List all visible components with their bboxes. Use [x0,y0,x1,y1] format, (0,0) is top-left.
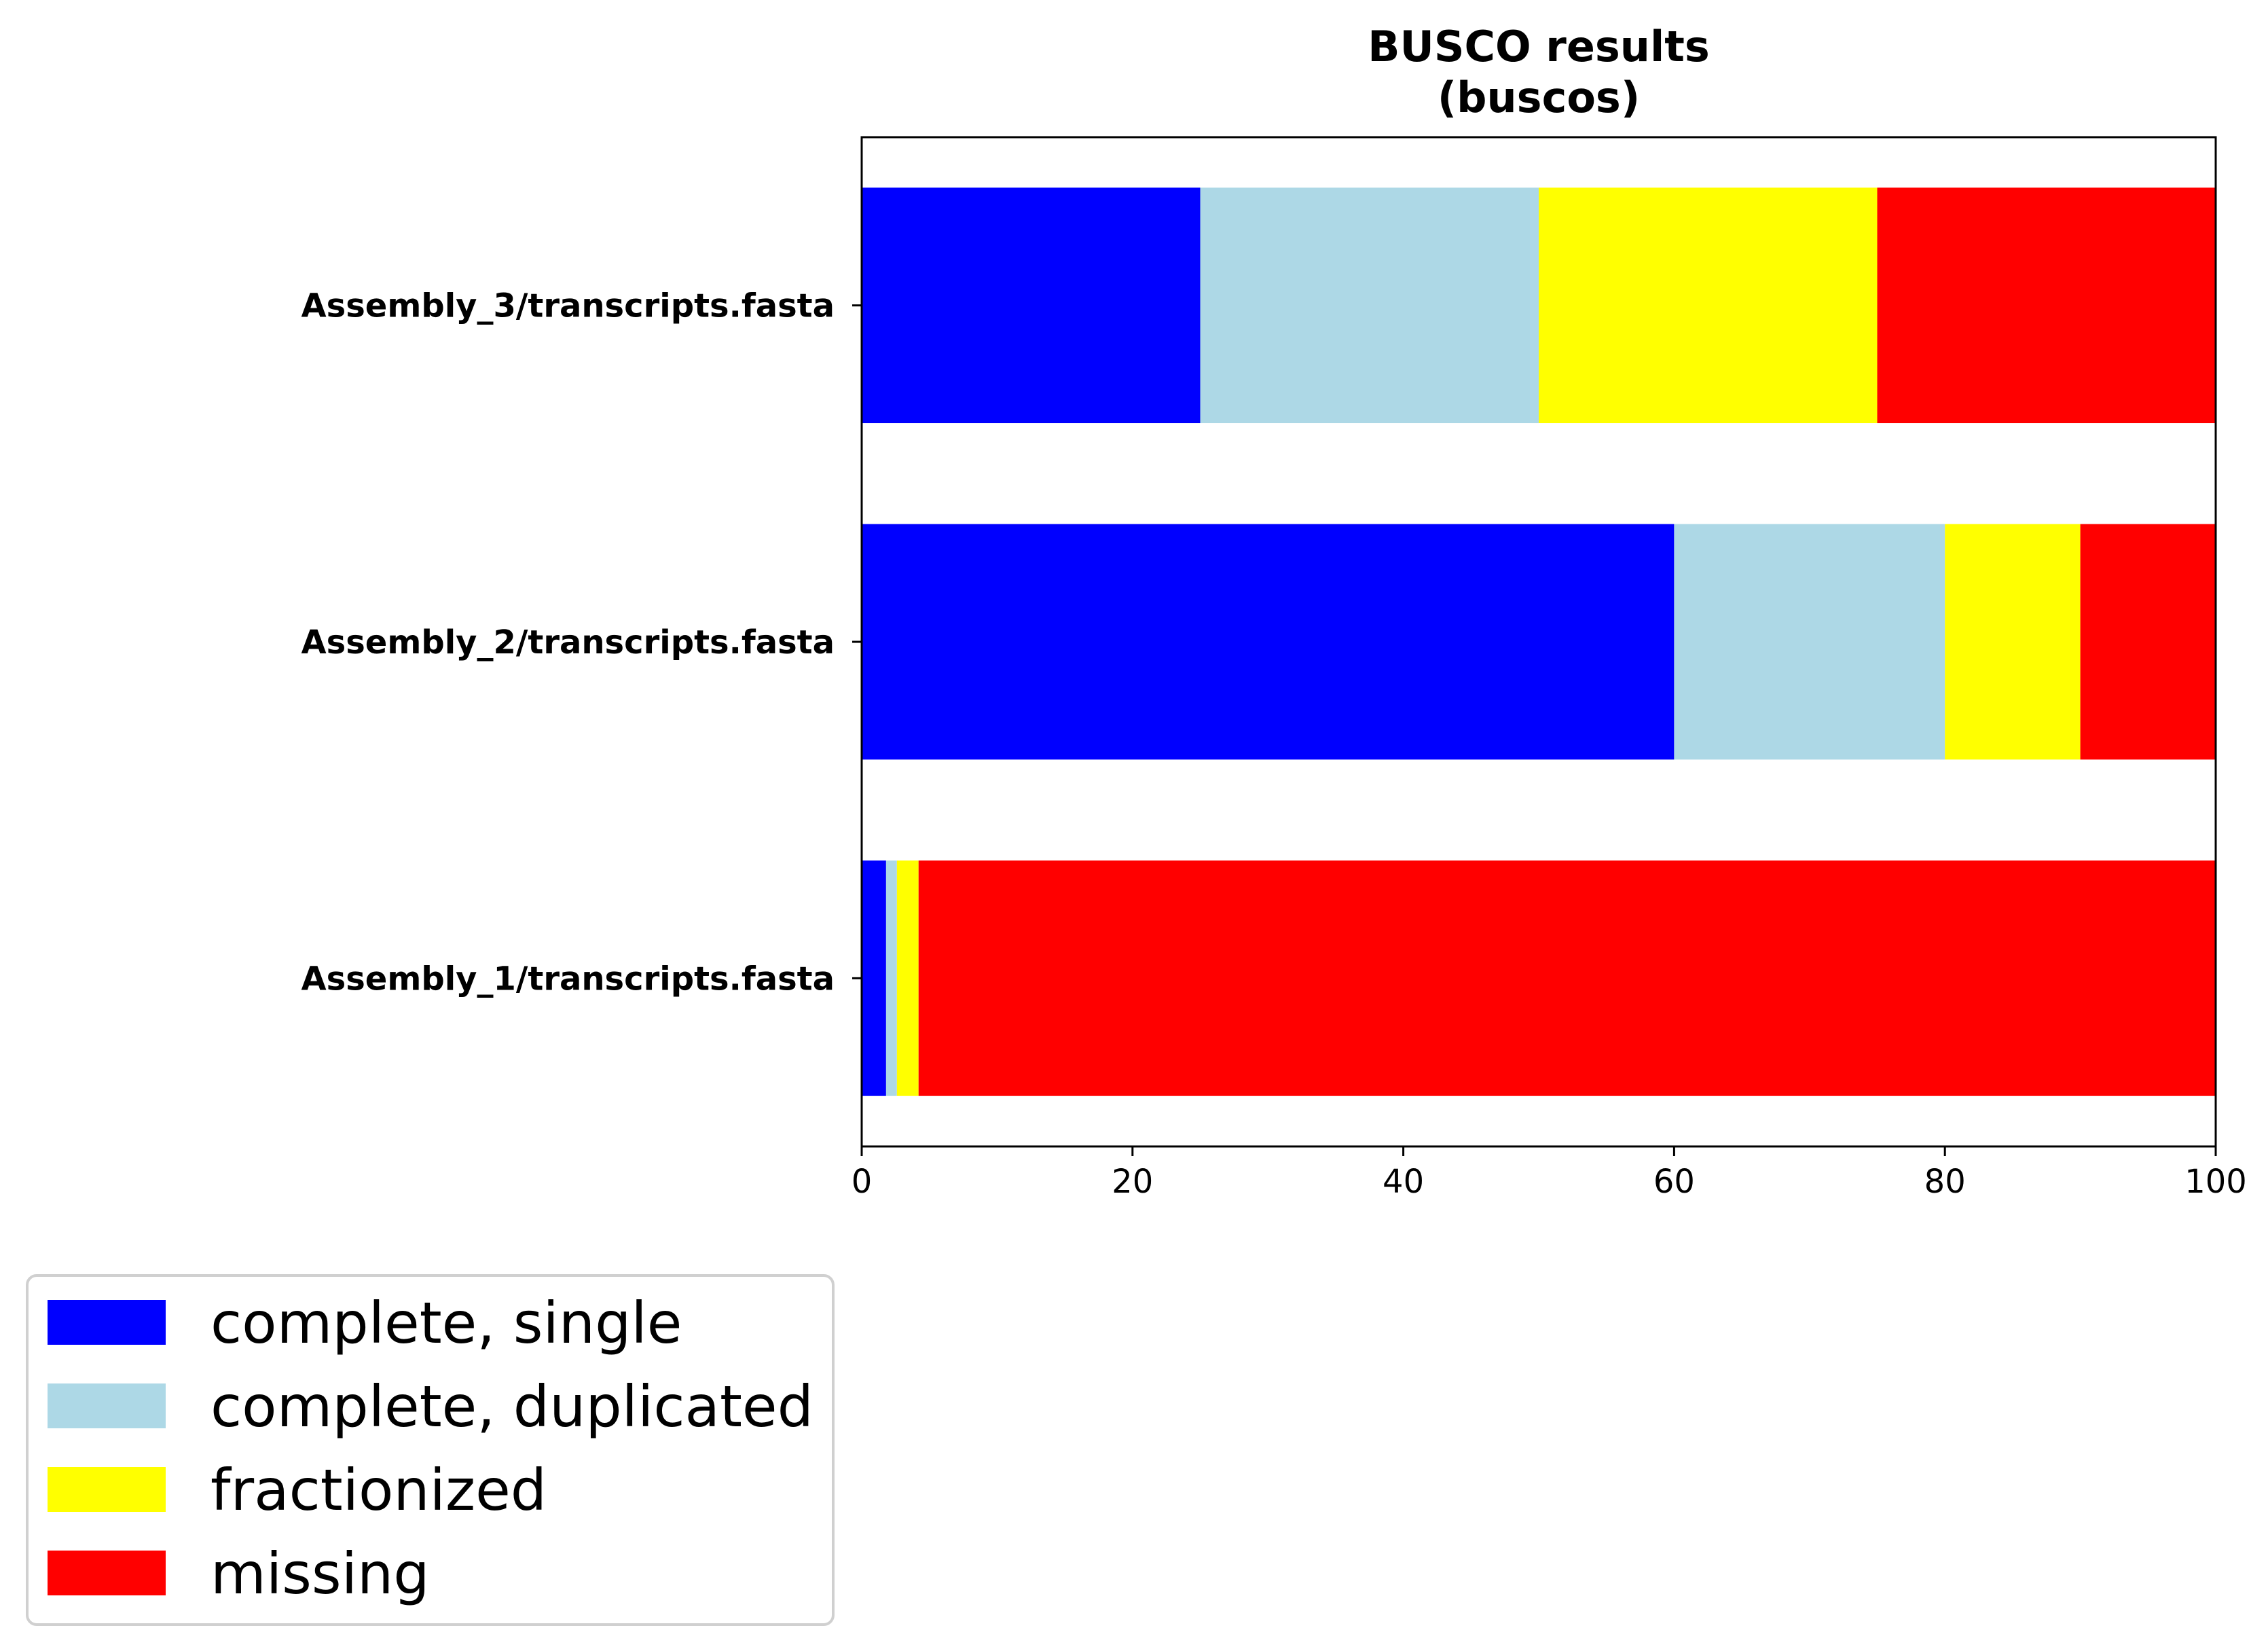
bar-segment-3-series-1 [862,187,1201,424]
x-tick-label: 20 [1112,1163,1153,1201]
bar-segment-1-series-1 [862,860,886,1096]
chart-title: BUSCO results [1368,22,1710,71]
bar-segment-3-series-2 [1200,187,1539,424]
bar-segment-1-series-2 [885,860,897,1096]
legend-label: fractionized [211,1457,547,1523]
plot-frame [860,136,2217,1148]
chart-subtitle: (buscos) [1438,73,1640,122]
bar-segment-2-series-4 [2080,524,2216,760]
bar-segment-3-series-4 [1877,187,2216,424]
y-tick-label: Assembly_3/transcripts.fasta [301,287,835,325]
legend-label: missing [211,1540,430,1607]
x-tick-label: 60 [1653,1163,1695,1201]
legend-swatch [48,1467,166,1512]
y-tick-label: Assembly_1/transcripts.fasta [301,960,835,998]
legend-label: complete, duplicated [211,1373,813,1440]
x-tick-label: 100 [2184,1163,2247,1201]
x-axis: 0 20 40 60 80 100 [852,1146,2247,1201]
bar-segment-2-series-1 [862,524,1675,760]
bar-segments [862,187,2216,1096]
bar-segment-1-series-4 [918,860,2216,1096]
bar-segment-2-series-3 [1945,524,2081,760]
legend-swatch [48,1383,166,1428]
y-tick-label: Assembly_2/transcripts.fasta [301,623,835,662]
legend: complete, single complete, duplicated frac… [26,1274,835,1626]
x-tick-label: 40 [1383,1163,1424,1201]
y-axis: Assembly_1/transcripts.fasta Assembly_2/t… [301,287,862,998]
bar-segment-3-series-3 [1539,187,1878,424]
legend-swatch [48,1551,166,1595]
legend-label: complete, single [211,1290,682,1356]
x-tick-label: 0 [852,1163,873,1201]
legend-box [26,1274,835,1626]
legend-swatch [48,1300,166,1345]
x-tick-label: 80 [1924,1163,1966,1201]
bar-segment-2-series-2 [1674,524,1945,760]
bar-segment-1-series-3 [896,860,919,1096]
